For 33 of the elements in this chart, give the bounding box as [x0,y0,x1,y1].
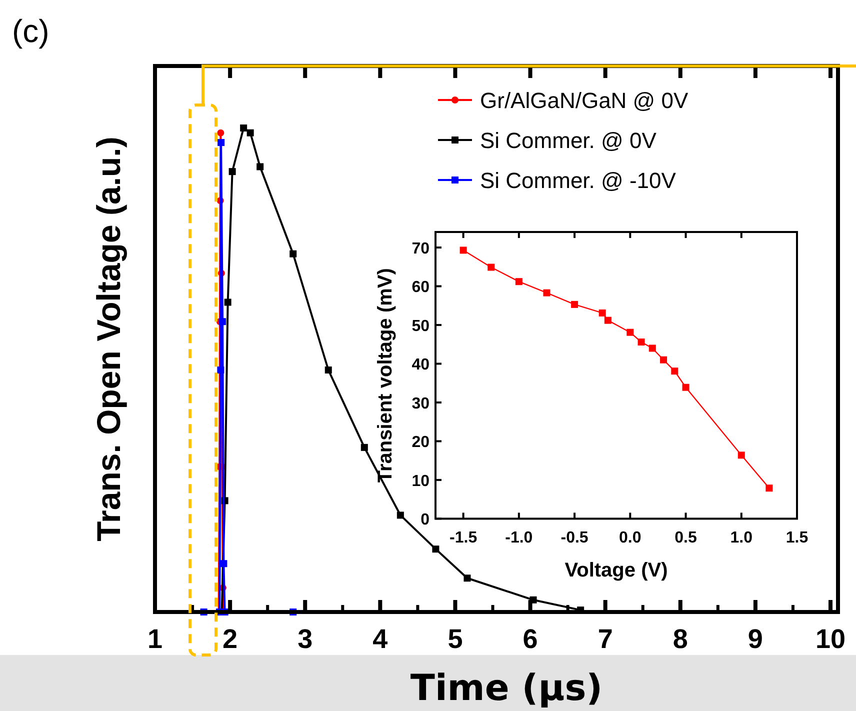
y-tick-label: 10 [412,472,430,490]
legend-label: Si Commer. @ 0V [480,128,657,153]
x-tick-label: 1.5 [786,530,808,547]
x-tick-label: -1.5 [450,530,478,547]
legend-label: Gr/AlGaN/GaN @ 0V [480,88,688,113]
x-tick-label: 8 [672,624,688,654]
y-tick-label: 50 [412,318,430,335]
x-tick-label: 7 [598,624,613,654]
x-tick-label: 4 [372,624,388,654]
y-tick-label: 30 [412,395,430,412]
y-tick-label: 40 [412,356,430,374]
x-axis-title: Time (μs) [410,668,603,709]
x-tick-label: 0.5 [674,530,697,547]
y-axis-title: Trans. Open Voltage (a.u.) [90,136,127,542]
y-axis-title: Transient voltage (mV) [374,268,396,483]
x-tick-label: 6 [522,624,538,654]
x-tick-label: 3 [298,624,313,654]
y-tick-label: 60 [412,279,430,296]
legend-label: Si Commer. @ -10V [480,168,676,193]
x-tick-label: -1.0 [505,530,533,547]
x-tick-label: 9 [748,624,763,654]
x-axis-title: Voltage (V) [564,560,668,582]
x-tick-label: 0.0 [619,530,642,547]
x-tick-label: -0.5 [560,530,588,547]
x-tick-label: 10 [815,624,846,654]
y-tick-label: 0 [420,512,430,529]
x-tick-label: 2 [222,624,238,654]
y-tick-label: 70 [412,240,430,258]
y-tick-label: 20 [412,434,430,452]
x-tick-label: 5 [448,624,463,654]
x-tick-label: 1.0 [730,530,753,547]
x-tick-label: 1 [147,624,163,654]
chart-title: (c) [12,13,50,49]
